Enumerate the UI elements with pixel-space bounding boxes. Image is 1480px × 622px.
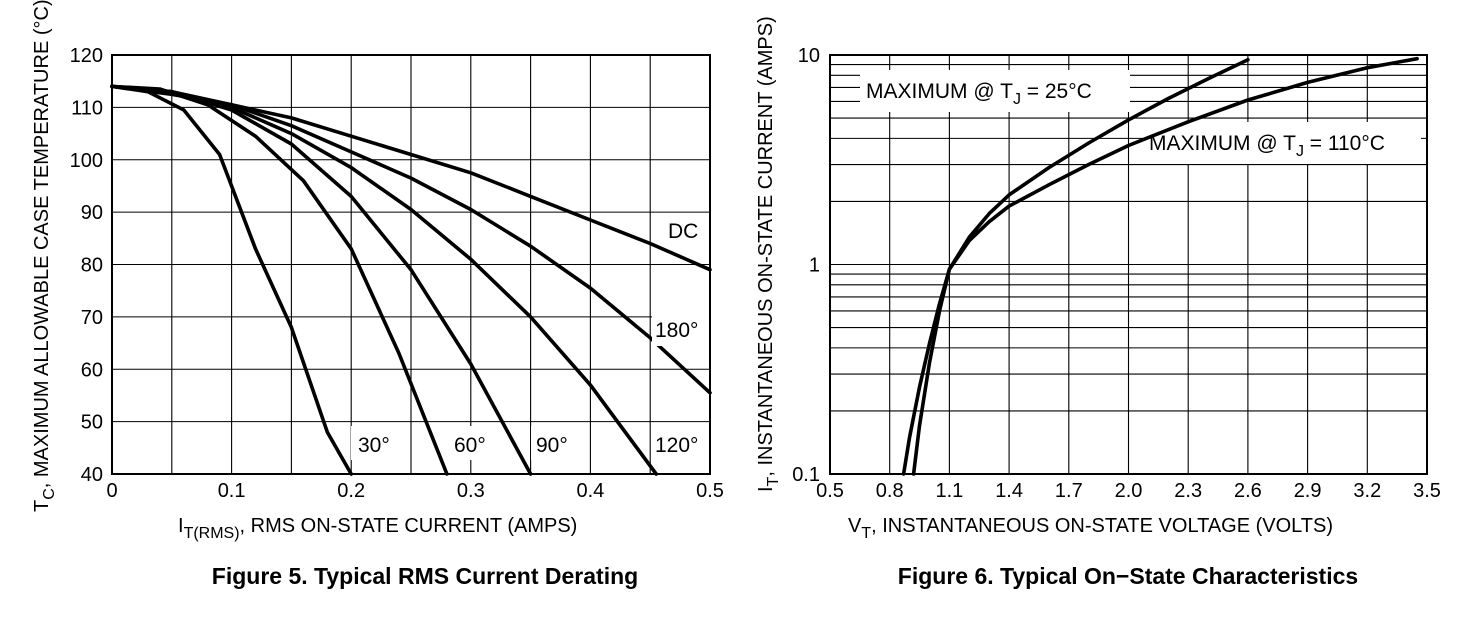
figure-6-y-tick-labels: 0.1 1 10: [792, 45, 820, 486]
label-120deg: 120°: [655, 434, 698, 457]
curve-30deg: [110, 84, 353, 476]
y-tick-label: 10: [798, 45, 820, 67]
x-tick-label: 0.5: [816, 480, 844, 502]
x-tick-label: 2.3: [1174, 480, 1202, 502]
figure-6: MAXIMUM @ TJ = 25°C MAXIMUM @ TJ = 110°C…: [755, 16, 1441, 589]
x-tick-label: 1.1: [935, 480, 963, 502]
y-tick-label: 70: [81, 307, 103, 329]
x-tick-label: 0.8: [876, 480, 904, 502]
x-tick-label: 0.1: [218, 480, 246, 502]
curve-tj-110c: [911, 56, 1419, 476]
x-tick-label: 0.4: [576, 480, 604, 502]
figure-5-annotations: 30° 60° 90° 120° 180° DC: [351, 215, 709, 460]
y-tick-label: 80: [81, 255, 103, 277]
y-tick-label: 100: [70, 150, 103, 172]
figure-5-x-axis-label: IT(RMS), RMS ON-STATE CURRENT (AMPS): [178, 515, 577, 542]
figure-5-y-axis-label: TC, MAXIMUM ALLOWABLE CASE TEMPERATURE (…: [31, 0, 58, 512]
x-tick-label: 2.6: [1234, 480, 1262, 502]
y-tick-label: 40: [81, 464, 103, 486]
figure-5-caption: Figure 5. Typical RMS Current Derating: [212, 563, 638, 589]
curve-60deg: [110, 84, 449, 476]
figure-6-plot-frame: [829, 54, 1428, 475]
x-tick-label: 0.2: [337, 480, 365, 502]
label-tj-110c: MAXIMUM @ TJ = 110°C: [1149, 132, 1385, 160]
y-tick-label: 50: [81, 412, 103, 434]
x-tick-label: 3.2: [1353, 480, 1381, 502]
y-tick-label: 90: [81, 202, 103, 224]
figure-5-plot-frame: [111, 54, 711, 475]
x-tick-label: 2.9: [1294, 480, 1322, 502]
x-tick-label: 1.7: [1055, 480, 1083, 502]
y-tick-label: 0.1: [792, 464, 820, 486]
y-tick-label: 110: [71, 97, 103, 119]
figure-6-y-axis-label: IT, INSTANTANEOUS ON-STATE CURRENT (AMPS…: [755, 16, 782, 492]
figure-5-y-tick-labels: 40 50 60 70 80 90 100 110 120: [70, 45, 103, 486]
figure-6-caption: Figure 6. Typical On−State Characteristi…: [898, 563, 1358, 589]
label-tj-25c: MAXIMUM @ TJ = 25°C: [866, 80, 1092, 108]
x-tick-label: 0.3: [457, 480, 485, 502]
figure-5-grid: [112, 55, 710, 474]
curve-tj-25c: [901, 57, 1250, 476]
x-tick-label: 0.5: [696, 480, 724, 502]
y-tick-label: 1: [809, 255, 820, 277]
x-tick-label: 2.0: [1115, 480, 1143, 502]
figure-5-curves: [110, 84, 712, 476]
figure-6-x-axis-label: VT, INSTANTANEOUS ON-STATE VOLTAGE (VOLT…: [848, 515, 1333, 542]
figure-5-x-tick-labels: 0 0.1 0.2 0.3 0.4 0.5: [106, 480, 723, 502]
y-tick-label: 60: [81, 359, 103, 381]
curve-dc: [110, 84, 712, 272]
figure-5: 0 0.1 0.2 0.3 0.4 0.5 40 50 60 70 80 90 100 110 120 3…: [31, 0, 724, 589]
label-180deg: 180°: [655, 319, 698, 342]
x-tick-label: 0: [106, 480, 117, 502]
label-90deg: 90°: [536, 434, 568, 457]
label-dc: DC: [668, 220, 698, 243]
figure-6-annotations: MAXIMUM @ TJ = 25°C MAXIMUM @ TJ = 110°C: [860, 70, 1421, 164]
figure-6-curves: [901, 56, 1419, 476]
y-tick-label: 120: [70, 45, 103, 67]
x-tick-label: 1.4: [995, 480, 1023, 502]
figure-6-x-tick-labels: 0.5 0.8 1.1 1.4 1.7 2.0 2.3 2.6 2.9 3.2 3.5: [816, 480, 1441, 502]
figure-6-grid: [830, 55, 1427, 474]
label-30deg: 30°: [358, 434, 390, 457]
x-tick-label: 3.5: [1413, 480, 1441, 502]
label-60deg: 60°: [454, 434, 486, 457]
